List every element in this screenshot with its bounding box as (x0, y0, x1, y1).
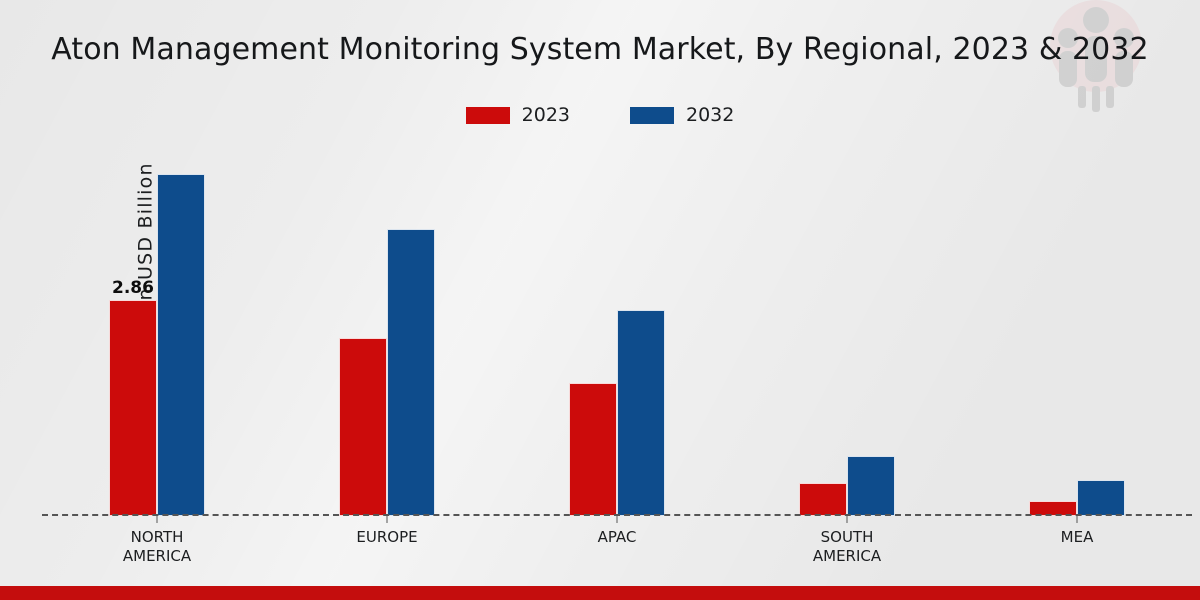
bar-value-label: 2.86 (112, 278, 154, 299)
bar-pair (799, 455, 895, 516)
bar-2023[interactable] (569, 382, 617, 516)
legend-item-2023[interactable]: 2023 (465, 104, 570, 126)
bar-2032[interactable] (387, 229, 435, 516)
bar-2023[interactable] (339, 337, 387, 516)
footer-accent-bar (0, 586, 1200, 600)
x-axis-category-label: MEA (1060, 528, 1094, 546)
bar-2032[interactable] (157, 174, 205, 516)
x-axis-category-label: EUROPE (356, 528, 418, 546)
bar-pair: 2.86 (109, 174, 205, 516)
bar-2023[interactable] (799, 483, 847, 516)
legend-label-2023: 2023 (521, 104, 570, 126)
bar-pair (339, 229, 435, 516)
legend-swatch-2032 (630, 106, 674, 124)
bar-2032[interactable] (617, 310, 665, 516)
x-axis-category-label: APAC (597, 528, 637, 546)
page-title: Aton Management Monitoring System Market… (51, 32, 1149, 67)
bar-group: 2.86 NORTH AMERICA (42, 150, 272, 565)
bar-2023[interactable]: 2.86 (109, 278, 157, 516)
legend-label-2032: 2032 (686, 104, 735, 126)
bar-group: MEA (962, 150, 1192, 546)
x-axis-tick (1076, 516, 1078, 523)
x-axis-tick (386, 516, 388, 523)
x-axis-category-label: NORTH AMERICA (122, 528, 192, 566)
plot-area: 2.86 NORTH AMERICA EUROPE APAC SOUTH AMERICA ME… (42, 150, 1192, 565)
bar-2032[interactable] (1077, 480, 1125, 516)
bar-group: EUROPE (272, 150, 502, 546)
legend-item-2032[interactable]: 2032 (630, 104, 734, 126)
bar-groups: 2.86 NORTH AMERICA EUROPE APAC SOUTH AMERICA ME… (42, 150, 1192, 565)
x-axis-tick (846, 516, 848, 523)
legend-swatch-2023 (465, 106, 510, 124)
bar-group: SOUTH AMERICA (732, 150, 962, 565)
x-axis-tick (616, 516, 618, 523)
x-axis-tick (156, 516, 158, 523)
bar-pair (569, 310, 665, 516)
bar-pair (1029, 480, 1125, 516)
bar-2032[interactable] (847, 455, 895, 516)
chart-legend: 2023 2032 (0, 104, 1200, 126)
x-axis-baseline (42, 514, 1192, 516)
x-axis-category-label: SOUTH AMERICA (812, 528, 882, 566)
bar-group: APAC (502, 150, 732, 546)
